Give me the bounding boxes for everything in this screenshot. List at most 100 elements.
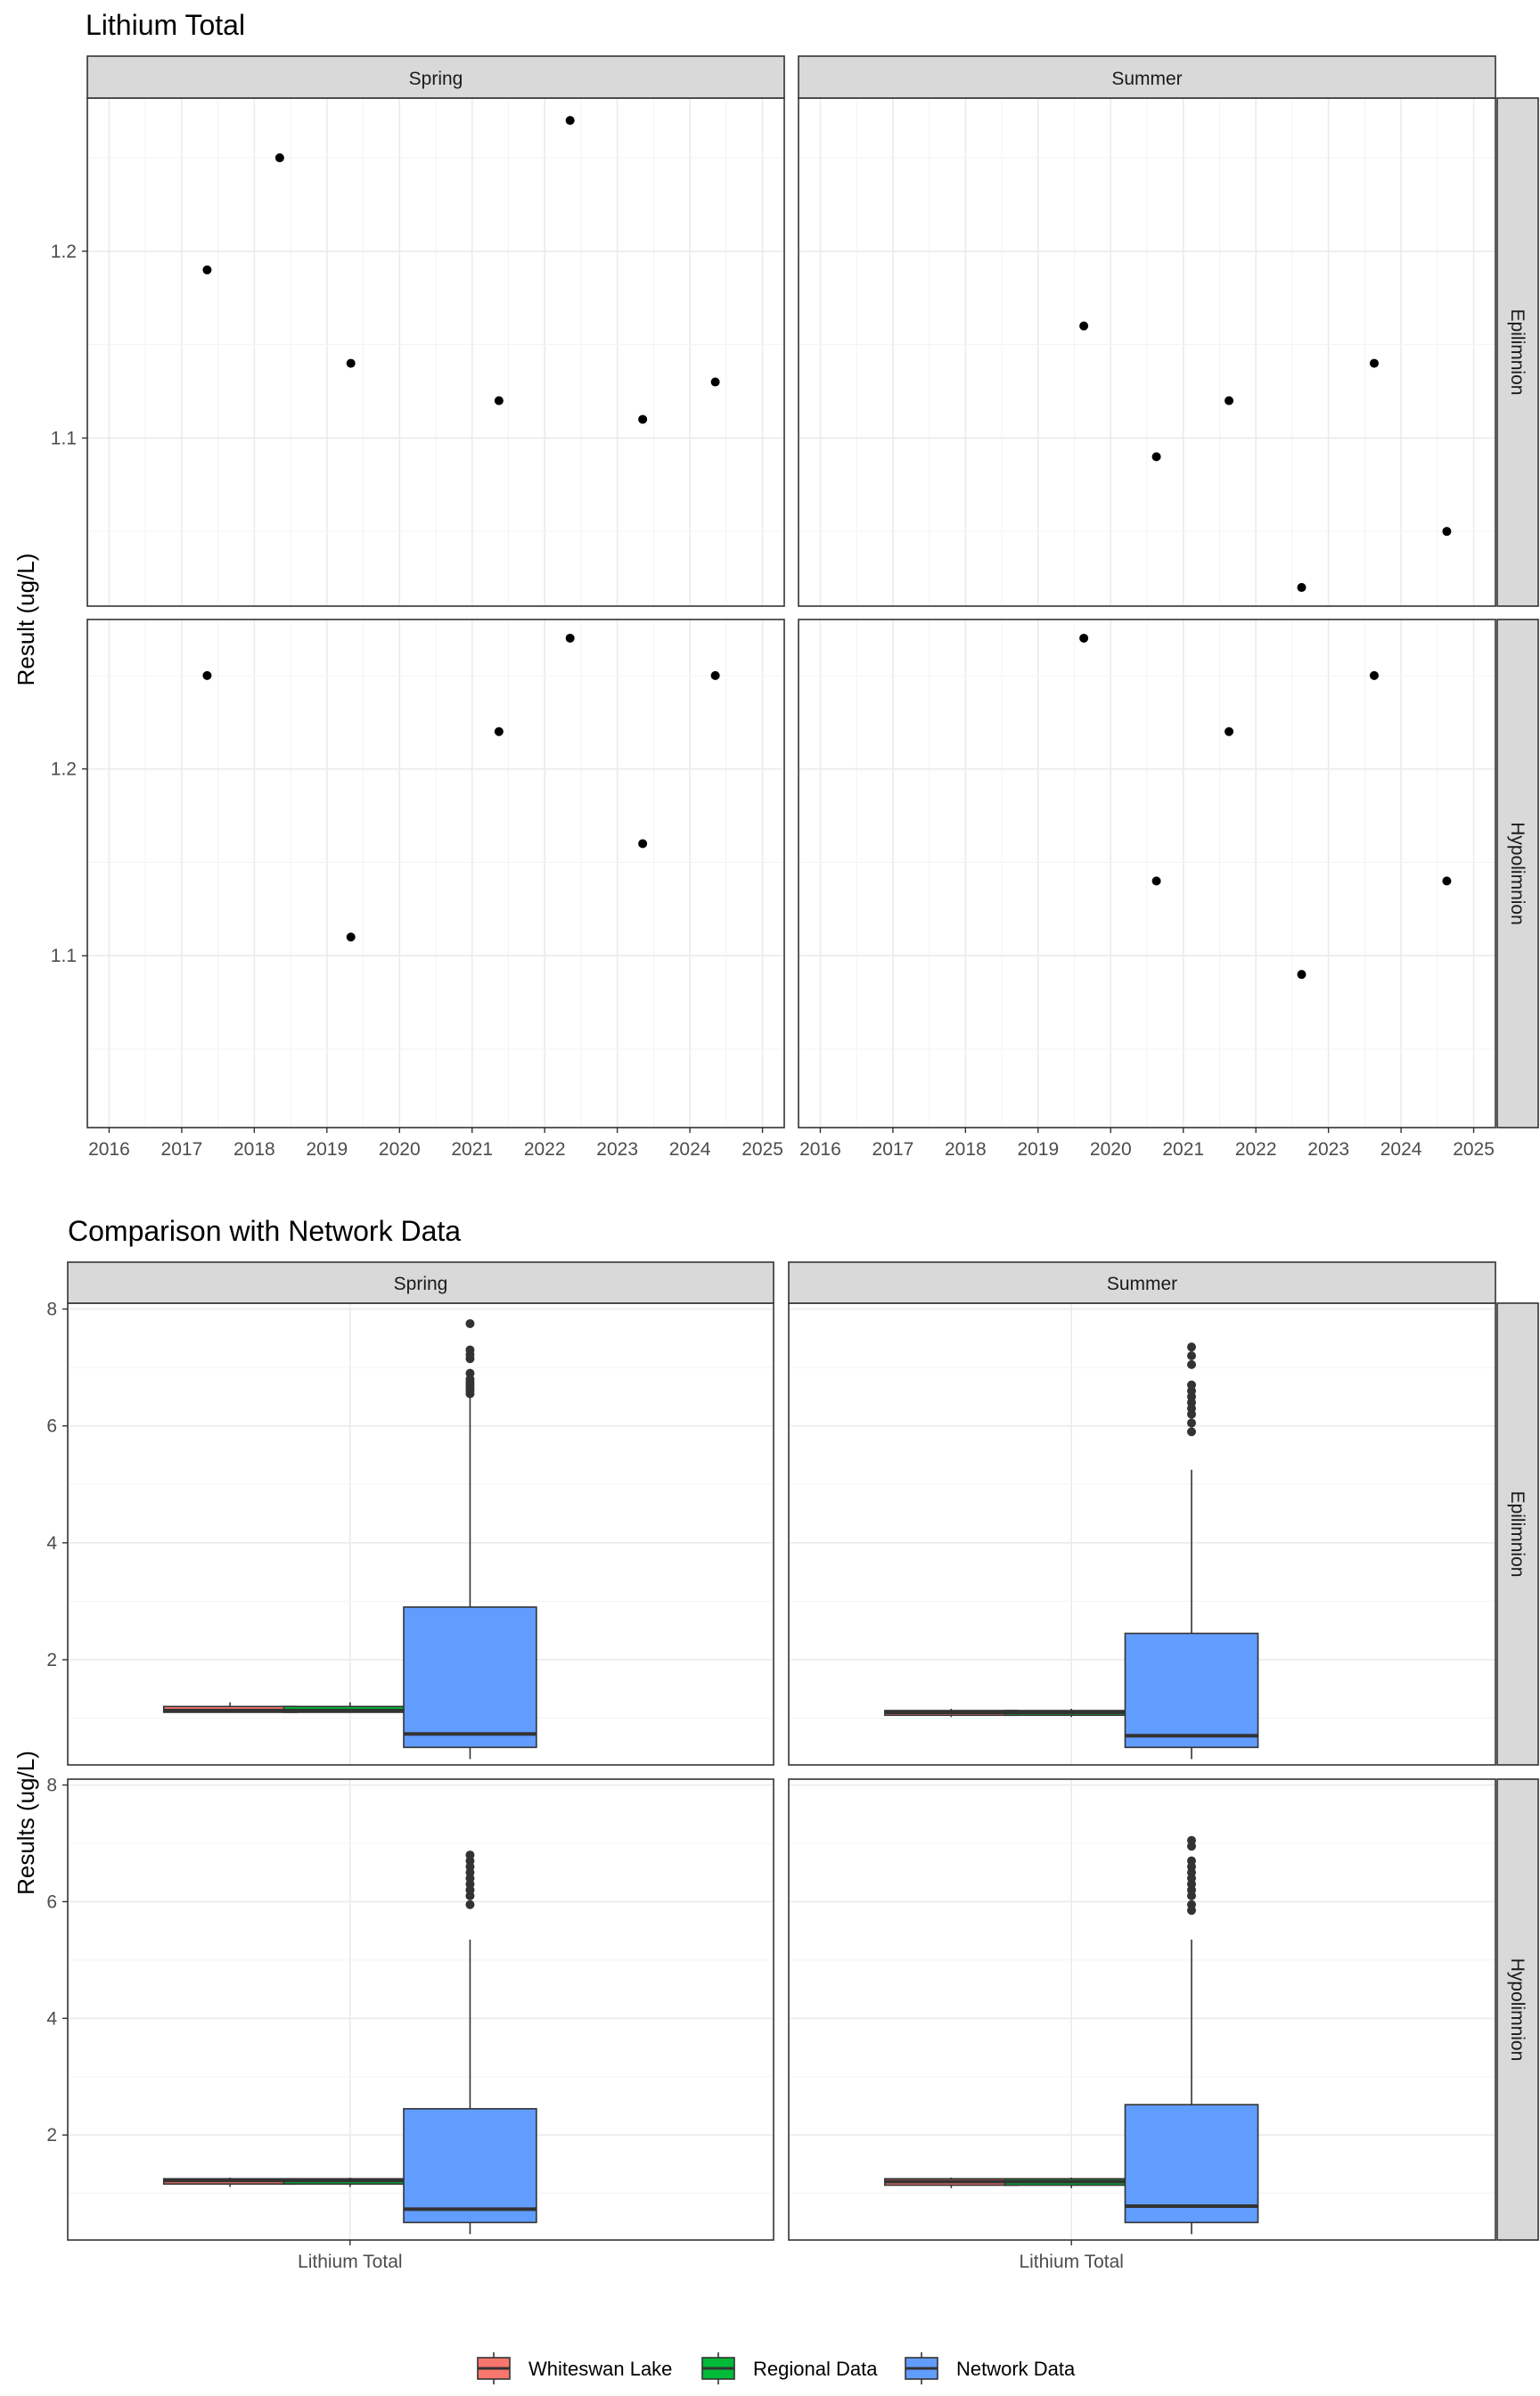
outlier-point: [1187, 1342, 1197, 1352]
data-point: [1442, 527, 1452, 537]
box-panel: 2 4 6 8 Lithium Total: [46, 1776, 774, 2272]
y-tick-label: 8: [46, 1776, 57, 1796]
data-point: [274, 153, 284, 163]
box-whiteswan-lake: [884, 1709, 1019, 1718]
box-panel: [788, 1302, 1496, 1766]
data-point: [1297, 583, 1307, 593]
x-tick-label: 2023: [1307, 1139, 1349, 1160]
y-tick-label: 1.2: [51, 759, 77, 780]
box-regional-data: [1003, 1709, 1139, 1718]
panel-border: [798, 619, 1496, 1128]
data-point: [1225, 396, 1234, 406]
outlier-point: [1187, 1359, 1197, 1369]
y-tick-label: 2: [46, 1650, 57, 1670]
facet-strip-label: Summer: [1111, 69, 1182, 89]
facet-strip-label: Hypolimnion: [1507, 1958, 1528, 2062]
legend-label: Whiteswan Lake: [528, 2358, 672, 2380]
y-tick-label: 1.2: [51, 242, 77, 262]
box-chart: 2 4 6 8 2 4 6 8 Lithium Total Lithium Total Spring…: [46, 1261, 1539, 2272]
facet-strip-label: Hypolimnion: [1507, 822, 1528, 925]
facet-strip-epilimnion: [1496, 97, 1539, 607]
facet-strip-epilimnion: [1496, 1302, 1539, 1766]
box-body: [403, 1606, 537, 1749]
y-tick-label: 6: [46, 1891, 57, 1912]
facet-strip-summer: [788, 1261, 1496, 1304]
outlier-point: [1187, 1427, 1197, 1437]
facet-strip-label: Spring: [394, 1274, 448, 1294]
outlier-point: [1187, 1418, 1197, 1428]
y-tick-label: 2: [46, 2125, 57, 2146]
data-point: [494, 396, 504, 406]
outlier-point: [465, 1850, 475, 1860]
facet-strip-label: Summer: [1107, 1274, 1177, 1294]
y-tick-label: 1.1: [51, 946, 77, 966]
scatter-chart-title: Lithium Total: [86, 9, 245, 41]
box-panel: Lithium Total: [788, 1778, 1496, 2272]
panel-border: [86, 619, 785, 1128]
x-tick-label: 2020: [379, 1139, 421, 1160]
data-point: [1225, 726, 1234, 736]
box-body: [1124, 1632, 1259, 1749]
data-point: [1079, 321, 1089, 331]
outlier-point: [1187, 1856, 1197, 1866]
x-tick-label: Lithium Total: [298, 2252, 403, 2272]
y-tick-label: 4: [46, 1533, 57, 1554]
outlier-point: [1187, 1380, 1197, 1390]
scatter-panel: [798, 97, 1496, 607]
x-tick-label: Lithium Total: [1019, 2252, 1124, 2272]
panel-border: [67, 1778, 774, 2241]
scatter-chart: 1.1 1.2 1.1 1.2 2016 2017 2018 2019 2020 2021 2022…: [51, 55, 1539, 1160]
data-point: [202, 670, 212, 680]
legend-label: Network Data: [956, 2358, 1076, 2380]
x-tick-label: 2019: [1017, 1139, 1059, 1160]
outlier-point: [465, 1900, 475, 1909]
x-tick-label: 2025: [741, 1139, 783, 1160]
y-tick-label: 1.1: [51, 428, 77, 448]
x-tick-label: 2024: [1380, 1139, 1422, 1160]
data-point: [638, 414, 648, 424]
box-network-data: [403, 1318, 537, 1760]
x-tick-label: 2020: [1090, 1139, 1132, 1160]
facet-strip-hypolimnion: [1496, 619, 1539, 1128]
scatter-y-axis-label: Result (ug/L): [12, 554, 39, 686]
x-tick-label: 2018: [233, 1139, 275, 1160]
data-point: [1369, 358, 1379, 368]
box-network-data: [1124, 1835, 1259, 2235]
facet-strip-label: Epilimnion: [1507, 1491, 1528, 1578]
x-tick-label: 2017: [161, 1139, 203, 1160]
x-tick-label: 2024: [669, 1139, 711, 1160]
facet-strip-label: Spring: [409, 69, 463, 89]
x-tick-label: 2021: [451, 1139, 493, 1160]
facet-strip-spring: [86, 55, 785, 99]
data-point: [202, 265, 212, 275]
legend-item: Whiteswan Lake: [477, 2352, 672, 2384]
outlier-point: [465, 1318, 475, 1328]
x-tick-label: 2025: [1453, 1139, 1495, 1160]
x-tick-label: 2021: [1162, 1139, 1204, 1160]
y-tick-label: 4: [46, 2008, 57, 2029]
outlier-point: [1187, 1351, 1197, 1361]
data-point: [710, 670, 720, 680]
x-tick-label: 2016: [799, 1139, 841, 1160]
facet-strip-spring: [67, 1261, 774, 1304]
data-point: [346, 358, 356, 368]
facet-strip-label: Epilimnion: [1507, 309, 1528, 396]
y-tick-label: 6: [46, 1416, 57, 1437]
box-y-axis-label: Results (ug/L): [12, 1751, 39, 1895]
data-point: [1297, 970, 1307, 980]
legend: Whiteswan Lake Regional Data Network Data: [477, 2352, 1076, 2384]
box-network-data: [1124, 1342, 1259, 1760]
x-tick-label: 2022: [524, 1139, 566, 1160]
box-body: [403, 2107, 537, 2224]
outlier-point: [465, 1368, 475, 1378]
scatter-panel: 1.1 1.2 2016 2017 2018 2019 2020 2021 2022 2023 20…: [51, 619, 785, 1160]
facet-strip-summer: [798, 55, 1496, 99]
facet-strip-hypolimnion: [1496, 1778, 1539, 2241]
data-point: [565, 633, 575, 643]
outlier-point: [465, 1345, 475, 1355]
x-tick-label: 2019: [306, 1139, 348, 1160]
box-panel: 2 4 6 8: [46, 1300, 774, 1766]
data-point: [1369, 670, 1379, 680]
data-point: [494, 726, 504, 736]
x-tick-label: 2017: [872, 1139, 914, 1160]
